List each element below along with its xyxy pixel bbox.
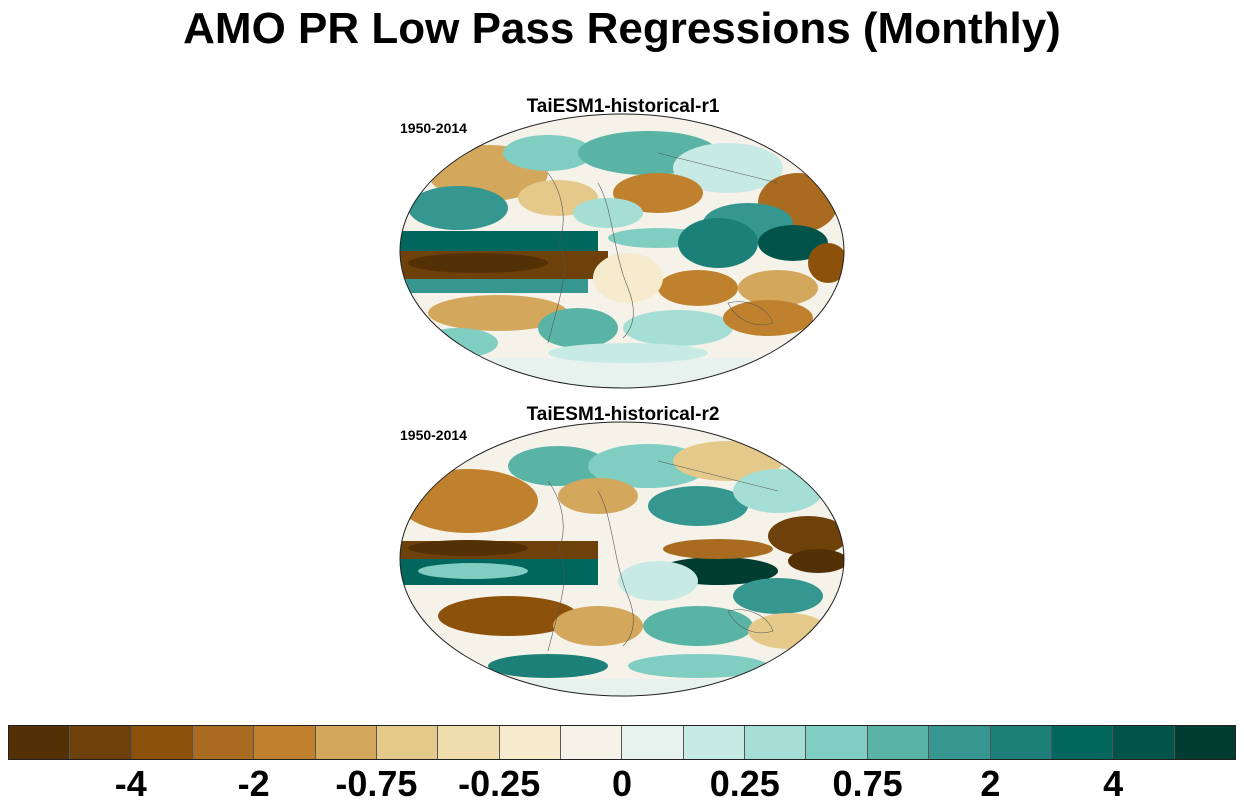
- colorbar-swatch: [1174, 726, 1235, 759]
- colorbar-swatch: [193, 726, 255, 759]
- colorbar-tick-label: 0: [611, 763, 633, 804]
- panel-1-map: [399, 113, 845, 389]
- colorbar-swatch: [315, 726, 378, 759]
- colorbar-swatch: [377, 726, 439, 759]
- colorbar-swatch: [929, 726, 991, 759]
- panel-1-title: TaiESM1-historical-r1: [526, 96, 720, 117]
- colorbar-swatch: [683, 726, 746, 759]
- colorbar-tick-label: -2: [237, 763, 270, 804]
- colorbar-swatch: [867, 726, 930, 759]
- colorbar-swatch: [622, 726, 684, 759]
- colorbar-tick-label: -4: [114, 763, 147, 804]
- colorbar-swatch: [561, 726, 623, 759]
- figure-title: AMO PR Low Pass Regressions (Monthly): [183, 4, 1061, 53]
- colorbar-tick-label: 2: [980, 763, 1001, 804]
- colorbar-tick-label: -0.25: [458, 763, 541, 804]
- colorbar-swatch: [438, 726, 500, 759]
- colorbar-tick-label: -0.75: [335, 763, 418, 804]
- colorbar-swatch: [254, 726, 316, 759]
- colorbar-swatch: [9, 726, 71, 759]
- colorbar-swatch: [499, 726, 562, 759]
- colorbar-tick-label: 0.25: [709, 763, 780, 804]
- panel-2-title: TaiESM1-historical-r2: [526, 404, 720, 425]
- colorbar-swatch: [131, 726, 194, 759]
- colorbar: [8, 725, 1236, 760]
- colorbar-tick-label: 0.75: [832, 763, 903, 804]
- colorbar-swatch: [1113, 726, 1175, 759]
- colorbar-swatch: [990, 726, 1052, 759]
- panel-1-period: 1950-2014: [400, 120, 467, 136]
- colorbar-tick-label: 4: [1103, 763, 1124, 804]
- colorbar-swatch: [1051, 726, 1114, 759]
- colorbar-swatch: [745, 726, 807, 759]
- panel-2-period: 1950-2014: [400, 427, 467, 443]
- colorbar-swatch: [806, 726, 868, 759]
- panel-2-map: [399, 421, 845, 697]
- colorbar-swatch: [70, 726, 132, 759]
